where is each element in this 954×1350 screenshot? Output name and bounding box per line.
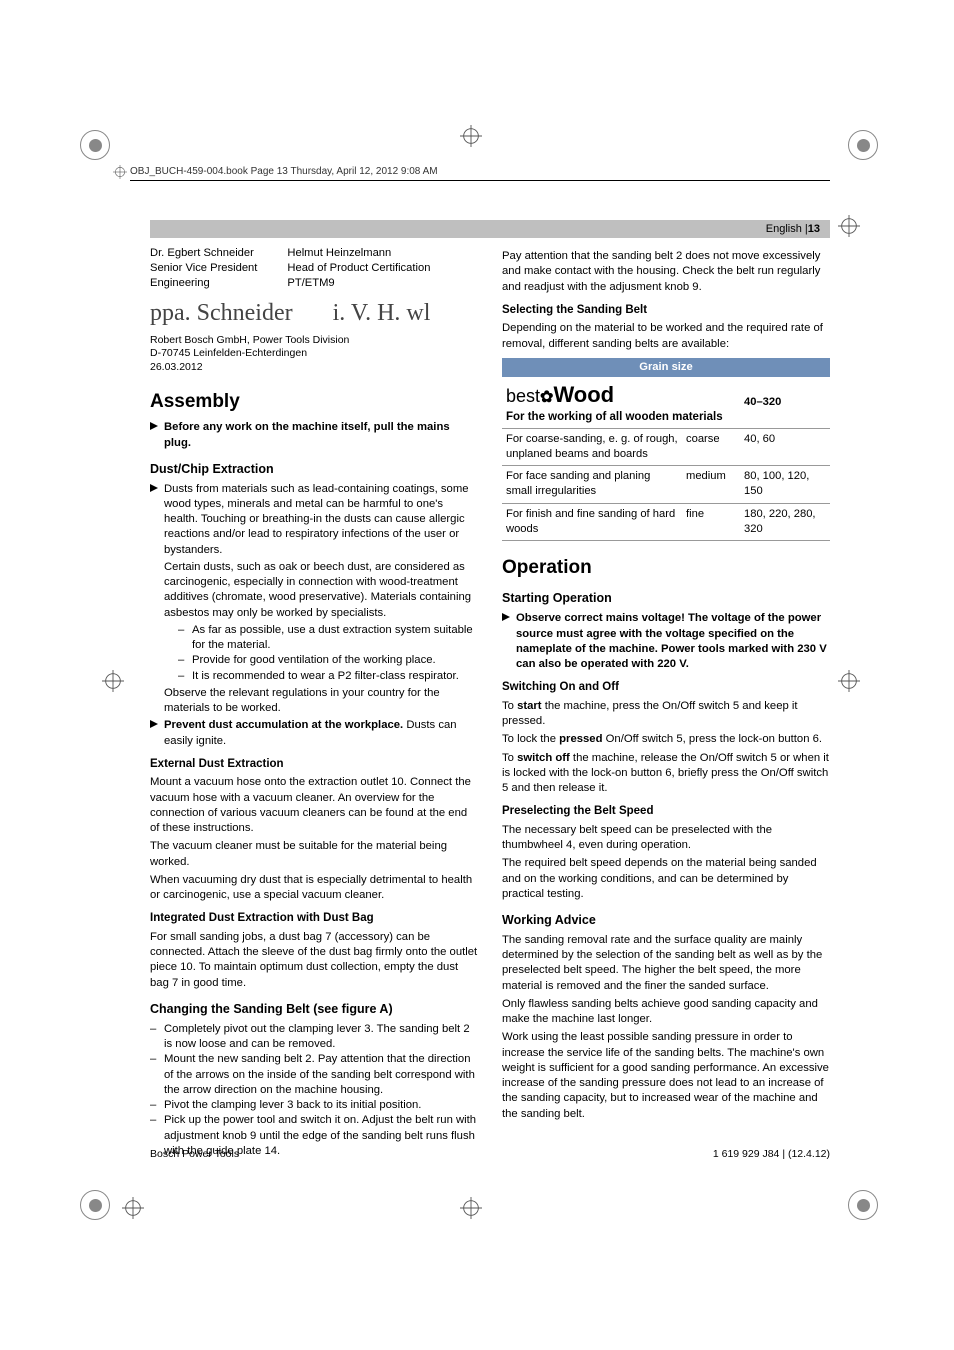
register-circle — [848, 130, 878, 160]
page-number: 13 — [808, 223, 820, 235]
list-item: Mount the new sanding belt 2. Pay attent… — [164, 1052, 478, 1098]
footer-left: Bosch Power Tools — [150, 1148, 239, 1160]
dust-heading: Dust/Chip Extraction — [150, 461, 478, 478]
grain-table: Grain size best✿Wood For the working of … — [502, 358, 830, 541]
cell-grain: 80, 100, 120, 150 — [740, 466, 830, 503]
cell-grade: fine — [682, 503, 740, 540]
language-label: English | — [766, 223, 808, 235]
table-header: Grain size — [502, 358, 830, 377]
body-text: The sanding removal rate and the surface… — [502, 933, 830, 994]
table-row: For coarse-sanding, e. g. of rough, unpl… — [502, 429, 830, 466]
switch-heading: Switching On and Off — [502, 680, 830, 696]
warning-text: Before any work on the machine itself, p… — [164, 420, 478, 451]
brand-logo: best✿Wood — [506, 380, 736, 410]
body-text: Certain dusts, such as oak or beech dust… — [164, 560, 478, 621]
triangle-icon — [150, 482, 164, 717]
cell-desc: For finish and fine sanding of hard wood… — [502, 503, 682, 540]
grain-range: 40–320 — [740, 377, 830, 429]
reg-mark — [460, 1197, 482, 1224]
body-text: Observe the relevant regulations in your… — [164, 686, 478, 717]
body-text: Pay attention that the sanding belt 2 do… — [502, 249, 830, 295]
signatures: ppa. Schneideri. V. H. wl — [150, 297, 478, 329]
reg-mark — [460, 125, 482, 152]
register-circle — [80, 130, 110, 160]
body-text: The required belt speed depends on the m… — [502, 856, 830, 902]
cell-grain: 180, 220, 280, 320 — [740, 503, 830, 540]
cell-desc: For coarse-sanding, e. g. of rough, unpl… — [502, 429, 682, 466]
table-row: For face sanding and planing small irreg… — [502, 466, 830, 503]
preselect-heading: Preselecting the Belt Speed — [502, 804, 830, 820]
page-header-bar: English | 13 — [150, 220, 830, 238]
cell-grain: 40, 60 — [740, 429, 830, 466]
cell-grade: coarse — [682, 429, 740, 466]
ext-heading: External Dust Extraction — [150, 757, 478, 773]
book-header-line: OBJ_BUCH-459-004.book Page 13 Thursday, … — [130, 166, 830, 181]
body-text: Dusts from materials such as lead-contai… — [164, 482, 478, 558]
body-text: Mount a vacuum hose onto the extraction … — [150, 775, 478, 836]
list-item: Provide for good ventilation of the work… — [192, 653, 436, 668]
brand-subtitle: For the working of all wooden materials — [506, 410, 736, 426]
reg-mark — [122, 1197, 144, 1224]
body-text: Depending on the material to be worked a… — [502, 321, 830, 352]
list-item: It is recommended to wear a P2 filter-cl… — [192, 669, 459, 684]
reg-mark — [102, 670, 124, 697]
footer-right: 1 619 929 J84 | (12.4.12) — [713, 1148, 830, 1160]
signer-name: Dr. Egbert Schneider — [150, 246, 257, 261]
reg-mark — [838, 670, 860, 697]
cell-desc: For face sanding and planing small irreg… — [502, 466, 682, 503]
select-heading: Selecting the Sanding Belt — [502, 303, 830, 319]
starting-heading: Starting Operation — [502, 590, 830, 607]
page-footer: Bosch Power Tools 1 619 929 J84 | (12.4.… — [150, 1148, 830, 1160]
body-text: To switch off the machine, release the O… — [502, 751, 830, 797]
body-text: The necessary belt speed can be preselec… — [502, 823, 830, 854]
list-item: Completely pivot out the clamping lever … — [164, 1022, 478, 1053]
reg-mark — [838, 215, 860, 242]
obj-line: OBJ_BUCH-459-004.book Page 13 Thursday, … — [130, 166, 438, 177]
signer-title: Head of Product Certification — [287, 261, 430, 276]
advice-heading: Working Advice — [502, 912, 830, 929]
signer-title: Senior Vice President — [150, 261, 257, 276]
body-text: To lock the pressed On/Off switch 5, pre… — [502, 732, 830, 747]
cell-grade: medium — [682, 466, 740, 503]
body-text: To start the machine, press the On/Off s… — [502, 699, 830, 730]
body-text: Only flawless sanding belts achieve good… — [502, 997, 830, 1028]
triangle-icon — [502, 611, 516, 672]
assembly-heading: Assembly — [150, 389, 478, 415]
warning-bold: Prevent dust accumulation at the workpla… — [164, 719, 403, 731]
company-line: Robert Bosch GmbH, Power Tools Division — [150, 334, 478, 348]
date-line: 26.03.2012 — [150, 361, 478, 375]
change-heading: Changing the Sanding Belt (see figure A) — [150, 1001, 478, 1018]
address-line: D-70745 Leinfelden-Echterdingen — [150, 347, 478, 361]
body-text: For small sanding jobs, a dust bag 7 (ac… — [150, 930, 478, 991]
body-text: The vacuum cleaner must be suitable for … — [150, 839, 478, 870]
table-row: For finish and fine sanding of hard wood… — [502, 503, 830, 540]
register-circle — [848, 1190, 878, 1220]
signer-dept: Engineering — [150, 276, 257, 291]
body-text: When vacuuming dry dust that is especial… — [150, 873, 478, 904]
int-heading: Integrated Dust Extraction with Dust Bag — [150, 911, 478, 927]
left-column: Dr. Egbert Schneider Senior Vice Preside… — [150, 246, 478, 1161]
body-text: Work using the least possible sanding pr… — [502, 1030, 830, 1122]
register-circle — [80, 1190, 110, 1220]
list-item: Pivot the clamping lever 3 back to its i… — [164, 1098, 421, 1113]
triangle-icon — [150, 420, 164, 451]
signer-dept: PT/ETM9 — [287, 276, 430, 291]
triangle-icon — [150, 718, 164, 749]
list-item: As far as possible, use a dust extractio… — [192, 623, 478, 654]
warning-text: Observe correct mains voltage! The volta… — [516, 611, 830, 672]
right-column: Pay attention that the sanding belt 2 do… — [502, 246, 830, 1161]
leaf-icon: ✿ — [540, 389, 553, 406]
operation-heading: Operation — [502, 555, 830, 581]
signer-name: Helmut Heinzelmann — [287, 246, 430, 261]
